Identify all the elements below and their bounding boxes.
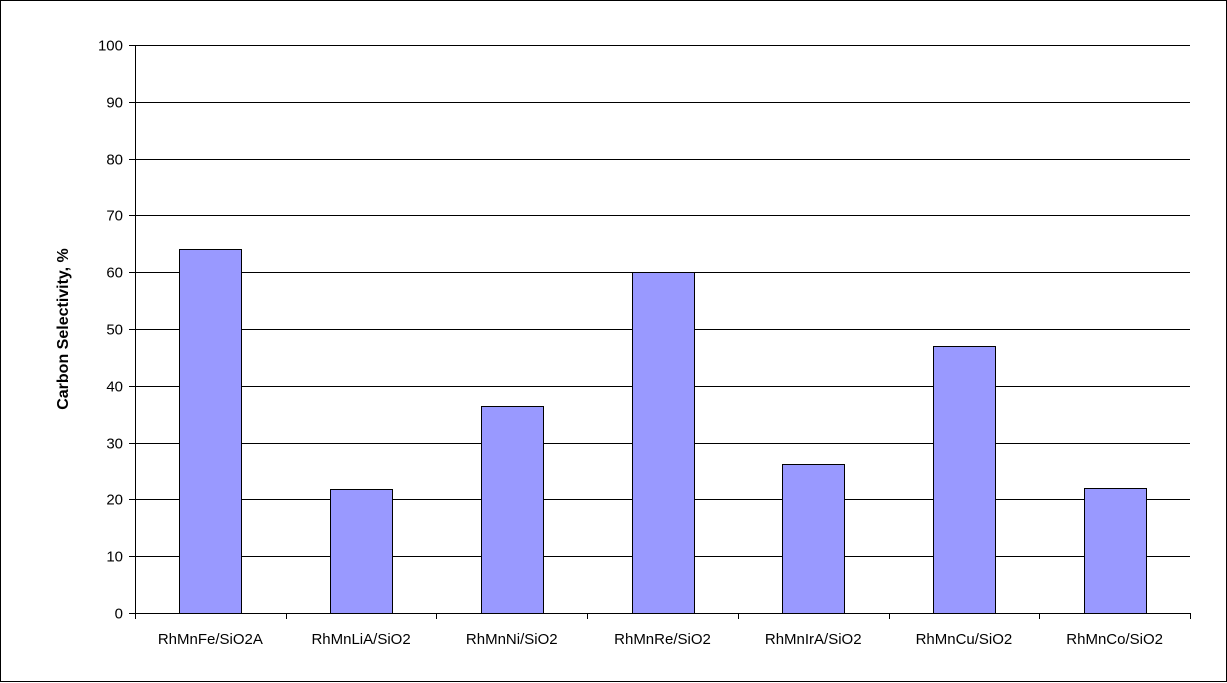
x-tick-label: RhMnFe/SiO2A xyxy=(158,631,263,648)
y-tick-label: 40 xyxy=(106,379,123,396)
y-tick-label: 100 xyxy=(98,38,123,55)
bar xyxy=(179,249,242,614)
bar xyxy=(632,272,695,614)
y-tick-label: 20 xyxy=(106,492,123,509)
y-tick-label: 30 xyxy=(106,436,123,453)
x-tick-label: RhMnIrA/SiO2 xyxy=(765,631,862,648)
x-tick-label: RhMnRe/SiO2 xyxy=(614,631,711,648)
y-tick-label: 90 xyxy=(106,95,123,112)
bar xyxy=(1084,488,1147,614)
bars xyxy=(179,249,1147,614)
x-tick-label: RhMnLiA/SiO2 xyxy=(311,631,410,648)
y-axis-label: Carbon Selectivity, % xyxy=(55,248,72,410)
y-tick-label: 60 xyxy=(106,265,123,282)
y-tick-labels: 0 10 20 30 40 50 60 70 80 90 100 xyxy=(98,38,123,623)
x-tick-labels: RhMnFe/SiO2A RhMnLiA/SiO2 RhMnNi/SiO2 RhMnR… xyxy=(158,631,1163,648)
y-tick-label: 0 xyxy=(115,606,123,623)
x-tick-label: RhMnCo/SiO2 xyxy=(1066,631,1163,648)
x-tick-label: RhMnCu/SiO2 xyxy=(916,631,1013,648)
bar xyxy=(330,489,393,614)
y-tick-label: 10 xyxy=(106,549,123,566)
x-tick-label: RhMnNi/SiO2 xyxy=(466,631,558,648)
bar xyxy=(481,406,544,614)
bar xyxy=(933,346,996,614)
bar xyxy=(782,464,845,614)
axes xyxy=(129,45,1191,619)
y-tick-label: 50 xyxy=(106,322,123,339)
y-tick-label: 70 xyxy=(106,208,123,225)
y-tick-label: 80 xyxy=(106,152,123,169)
